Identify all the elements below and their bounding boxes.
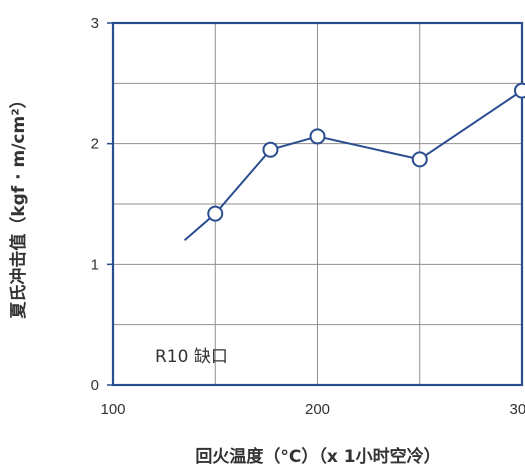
y-tick-label: 0	[91, 377, 99, 394]
data-point	[514, 82, 525, 99]
x-tick-label: 200	[305, 401, 330, 418]
x-axis-title: 回火温度（°C）（x 1小时空冷）	[195, 446, 440, 467]
y-axis-title: 夏氏冲击值（kgf · m/cm²）	[8, 91, 29, 318]
notch-annotation: R10 缺口	[155, 347, 228, 367]
data-point	[309, 128, 326, 145]
y-tick-label: 2	[91, 136, 99, 153]
plot-area-frame	[111, 21, 524, 387]
series-line	[183, 89, 523, 241]
data-point	[262, 141, 279, 158]
y-tick-label: 3	[91, 15, 99, 32]
grid-lines	[107, 22, 522, 386]
tick-labels: 100 200 300 0 1 2 3	[91, 15, 525, 418]
x-tick-label: 300	[509, 401, 525, 418]
data-series	[183, 82, 525, 241]
x-tick-label: 100	[100, 401, 125, 418]
data-point	[207, 205, 224, 222]
y-tick-label: 1	[91, 256, 99, 273]
data-point	[411, 151, 428, 168]
